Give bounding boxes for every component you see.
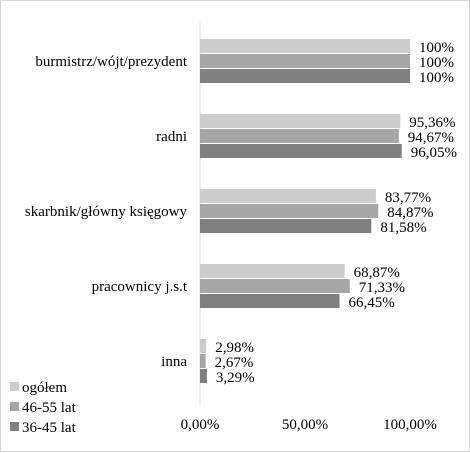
bar-46-55-lat	[200, 354, 206, 368]
category-label: radni	[156, 129, 187, 145]
x-tick-label: 50,00%	[282, 417, 328, 433]
bar-ogółem	[200, 114, 401, 128]
data-label: 100%	[419, 40, 454, 56]
data-label: 3,29%	[216, 370, 255, 386]
category-label: pracownicy j.s.t	[92, 279, 188, 295]
bar-36-45-lat	[200, 144, 402, 158]
legend-swatch	[10, 422, 19, 431]
legend-entry: 36-45 lat	[22, 420, 77, 436]
legend-swatch	[10, 402, 19, 411]
data-label: 84,87%	[387, 205, 433, 221]
data-label: 100%	[419, 55, 454, 71]
data-label: 81,58%	[380, 220, 426, 236]
legend-entry: ogółem	[22, 380, 67, 396]
data-label: 83,77%	[385, 190, 431, 206]
bar-46-55-lat	[200, 54, 410, 68]
data-label: 100%	[419, 70, 454, 86]
data-label: 94,67%	[408, 130, 454, 146]
bar-ogółem	[200, 264, 345, 278]
data-label: 95,36%	[409, 115, 455, 131]
bar-ogółem	[200, 189, 376, 203]
category-label: burmistrz/wójt/prezydent	[35, 54, 187, 70]
bar-36-45-lat	[200, 369, 207, 383]
legend-swatch	[10, 382, 19, 391]
bar-46-55-lat	[200, 279, 350, 293]
category-label: skarbnik/główny księgowy	[25, 204, 188, 220]
data-label: 2,98%	[215, 340, 254, 356]
bar-46-55-lat	[200, 204, 379, 218]
legend-entry: 46-55 lat	[22, 400, 77, 416]
data-label: 2,67%	[215, 355, 254, 371]
bar-ogółem	[200, 39, 410, 53]
x-tick-label: 100,00%	[383, 417, 437, 433]
category-label: inna	[161, 354, 187, 370]
data-label: 66,45%	[349, 295, 395, 311]
x-tick-label: 0,00%	[181, 417, 220, 433]
data-label: 71,33%	[359, 280, 405, 296]
data-label: 96,05%	[411, 145, 457, 161]
bar-36-45-lat	[200, 294, 340, 308]
bar-36-45-lat	[200, 69, 410, 83]
bar-36-45-lat	[200, 219, 372, 233]
bar-ogółem	[200, 339, 207, 353]
data-label: 68,87%	[354, 265, 400, 281]
bar-46-55-lat	[200, 129, 399, 143]
